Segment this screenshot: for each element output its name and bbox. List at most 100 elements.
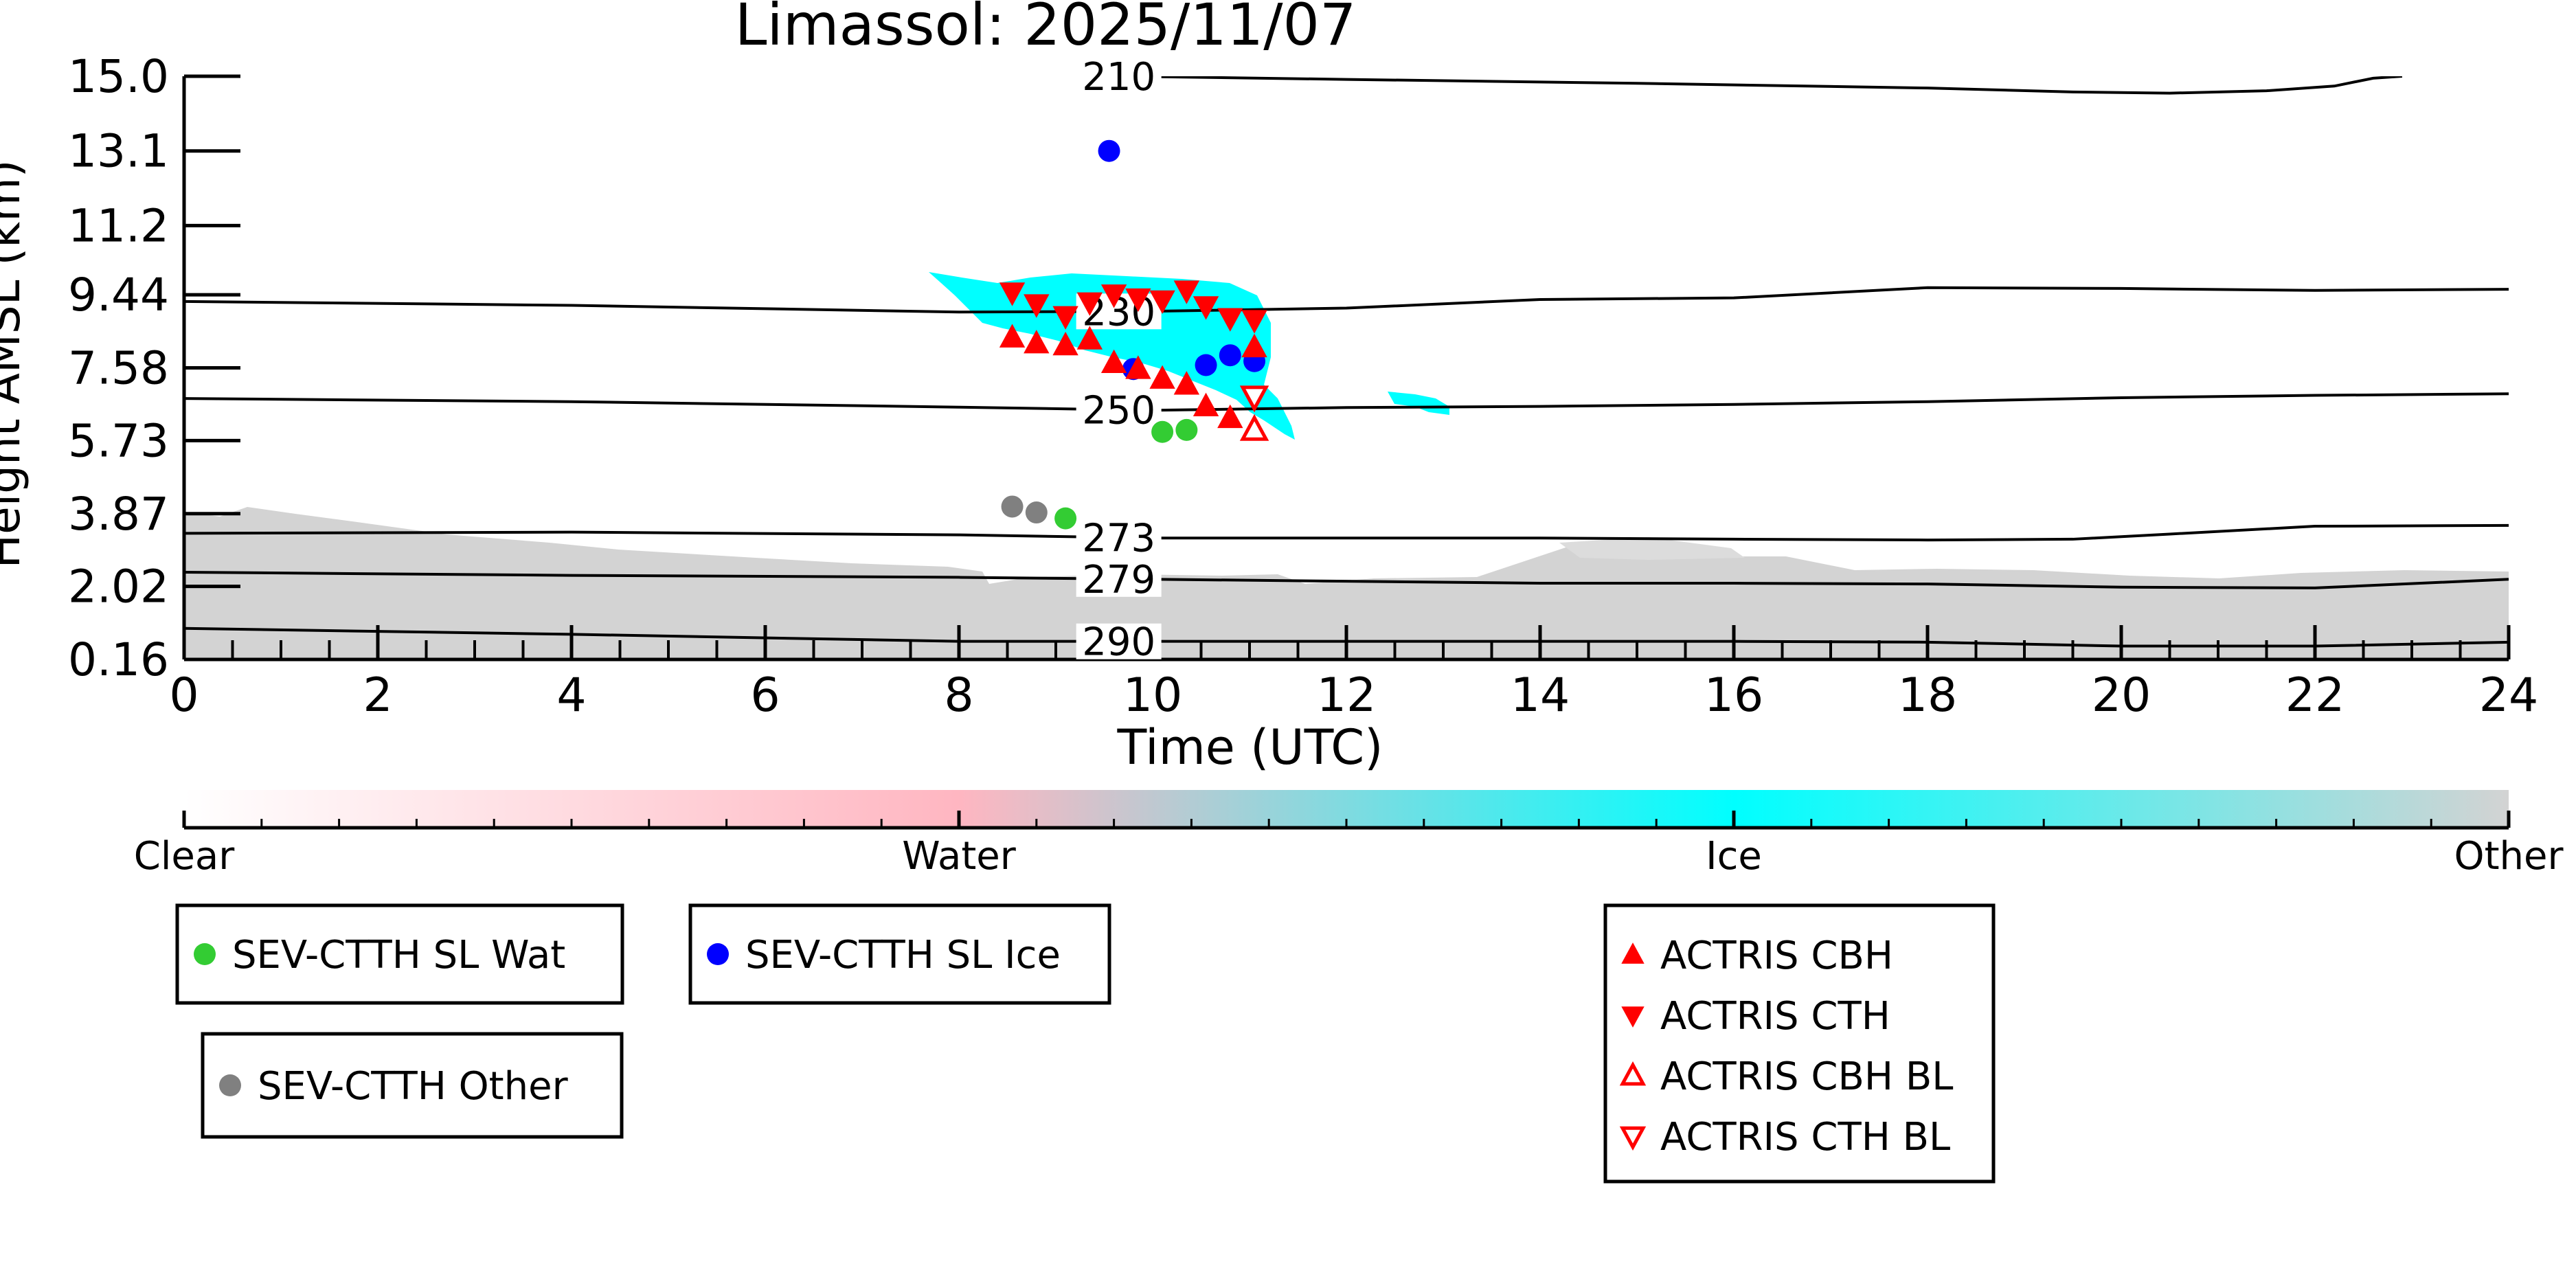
actris-cth-point [1100,284,1127,308]
x-tick-label: 12 [1317,668,1377,723]
x-tick-label: 0 [169,668,199,723]
contour-label-210: 210 [1082,55,1155,100]
x-tick-label: 16 [1704,668,1764,723]
contour-line-210 [1123,76,2403,95]
elevated-aerosol-layer [1559,537,1745,560]
y-tick-label: 11.2 [68,199,169,252]
y-axis-label: Height AMSL (km) [0,160,30,569]
x-tick-label: 18 [1898,668,1958,723]
actris-cth-point [1217,308,1243,332]
x-tick-label: 2 [363,668,392,723]
contour-label-bg [1076,623,1162,659]
x-tick-label: 14 [1511,668,1570,723]
contour-label-279: 279 [1082,558,1155,602]
sev-ctth-other-point [1025,501,1048,524]
actris-cth-point [1241,310,1267,334]
x-tick-label: 20 [2092,668,2151,723]
sev-ctth-sl-ice-point [1195,354,1217,376]
boundary-layer-other-band [184,507,2509,659]
y-tick-label: 2.02 [68,561,169,613]
actris-cbh-point [1241,333,1267,358]
contour-label-273: 273 [1082,516,1155,561]
legend-label-actris-cth: ACTRIS CTH [1660,994,1890,1039]
colorbar-label-clear: Clear [134,834,235,879]
legend-label-sev-ctth-sl-ice: SEV-CTTH SL Ice [745,933,1061,978]
x-tick-label: 10 [1123,668,1183,723]
actris-cbh-point [1193,392,1219,416]
legend-box [201,1032,624,1139]
y-tick-label: 15.0 [68,50,169,103]
sev-ctth-sl-wat-point [1151,420,1174,443]
contour-line-290 [184,626,2509,648]
y-tick-label: 9.44 [68,269,169,321]
x-tick-label: 22 [2285,668,2345,723]
contour-label-bg [1076,392,1162,428]
actris-cth-point [1024,294,1050,318]
x-tick-label: 6 [750,668,780,723]
legend-marker-actris-cbh-bl [1619,1061,1647,1086]
actris-cbh-point [1024,330,1050,354]
y-tick-label: 5.73 [68,414,169,467]
contour-label-bg [1076,561,1162,597]
contour-line-279 [184,570,2509,589]
sev-ctth-sl-ice-point [1098,139,1120,162]
actris-cth-point [1149,290,1175,315]
backscatter-image [184,272,2509,659]
x-axis-label: Time (UTC) [1117,719,1383,776]
legend-marker-sev-ctth-other [219,1074,241,1096]
legend-label-actris-cth-bl: ACTRIS CTH BL [1660,1115,1950,1160]
chart-title: Limassol: 2025/11/07 [735,0,1357,58]
colorbar-label-other: Other [2454,834,2564,879]
legend-label-actris-cbh-bl: ACTRIS CBH BL [1660,1054,1953,1099]
actris-cbh-point [1125,355,1151,379]
sev-ctth-other-point [1001,495,1024,518]
legend-box [1603,903,1996,1184]
sev-ctth-sl-wat-point [1175,418,1198,441]
actris-cbh-point [1052,331,1078,356]
legend-marker-actris-cth-bl [1619,1126,1647,1151]
actris-cth-point [1173,280,1200,304]
legend-label-actris-cbh: ACTRIS CBH [1660,934,1893,978]
y-tick-label: 3.87 [68,488,169,541]
legends: SEV-CTTH SL Wat SEV-CTTH SL Ice SEV-CTTH O… [175,903,1996,1184]
legend-box [175,903,624,1005]
x-tick-label: 4 [556,668,586,723]
y-tick-label: 13.1 [68,125,169,178]
actris-cbh-point [1076,326,1103,350]
actris-cth-point [1076,292,1103,316]
actris-cth-point [1193,296,1219,320]
classification-colorbar: Clear Water Ice Other [134,790,2564,879]
actris-cth-point [1125,288,1151,313]
colorbar-label-ice: Ice [1706,834,1762,879]
legend-label-sev-ctth-sl-wat: SEV-CTTH SL Wat [232,933,565,978]
x-tick-label: 24 [2479,668,2539,723]
y-tick-label: 0.16 [68,633,169,686]
sev-ctth-sl-wat-point [1054,507,1077,530]
legend-box [688,903,1111,1005]
actris-cth-point [1052,306,1078,330]
actris-cth-point [999,282,1026,306]
actris-cbh-point [999,324,1026,348]
x-tick-label: 8 [944,668,973,723]
legend-marker-actris-cbh [1621,942,1645,964]
contour-label-290: 290 [1082,620,1155,665]
contour-line-250 [184,392,2509,412]
contour-label-bg [1076,58,1162,94]
y-tick-label: 7.58 [68,342,169,395]
actris-cbh-point [1149,365,1175,389]
actris-cbh-point [1100,349,1127,374]
legend-label-sev-ctth-other: SEV-CTTH Other [258,1064,569,1109]
actris-cth-bl-point [1239,385,1269,413]
axes: 0 2 4 6 8 10 12 14 16 18 20 22 240.162.023.875.737.5… [68,50,2538,723]
temperature-contours [184,76,2509,648]
actris-cbh-bl-point [1239,414,1269,441]
contour-label-bg [1076,519,1162,556]
colorbar-label-water: Water [902,834,1017,879]
legend-marker-sev-ctth-sl-wat [194,943,216,965]
actris-cbh-point [1173,371,1200,395]
ice-cloud-tail [1388,392,1449,415]
contour-line-273 [184,523,2509,542]
legend-marker-sev-ctth-sl-ice [707,943,729,965]
